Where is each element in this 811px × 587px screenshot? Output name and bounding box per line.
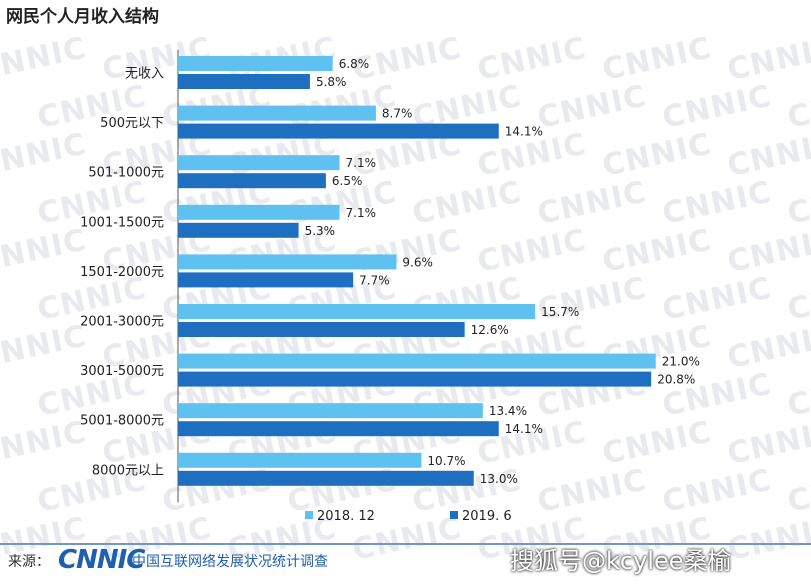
category-label-8: 8000元以上 xyxy=(92,463,164,478)
watermark-text-42: CNNIC xyxy=(0,319,90,376)
value-label-s0-4: 9.6% xyxy=(402,255,433,269)
footer-divider xyxy=(0,543,811,545)
value-label-s1-2: 6.5% xyxy=(332,174,363,188)
value-label-s1-0: 5.8% xyxy=(316,75,347,89)
watermark-text-48: CNNIC xyxy=(724,319,811,376)
category-label-2: 501-1000元 xyxy=(88,166,164,181)
watermark-text-67: CNNIC xyxy=(534,463,649,520)
watermark-text-34: CNNIC xyxy=(724,223,811,280)
legend-label-1: 2019. 6 xyxy=(462,509,512,524)
bar-s0-7 xyxy=(178,403,483,419)
value-label-s0-1: 8.7% xyxy=(382,107,413,121)
watermark-text-62: CNNIC xyxy=(724,415,811,472)
legend-swatch-0 xyxy=(305,511,313,519)
value-label-s1-4: 7.7% xyxy=(359,273,390,287)
watermark-text-33: CNNIC xyxy=(599,223,714,280)
bars-group: 无收入 6.8% 5.8% 500元以下 8.7% 14.1% 501-1000元 7.1% 6… xyxy=(80,56,700,486)
value-label-s0-6: 21.0% xyxy=(662,355,700,369)
category-label-4: 1501-2000元 xyxy=(80,265,164,280)
watermark-text-12: CNNIC xyxy=(659,79,774,136)
bar-s0-8 xyxy=(178,452,422,468)
watermark-text-55: CNNIC xyxy=(784,367,811,424)
watermark-text-27: CNNIC xyxy=(784,175,811,232)
watermark-text-31: CNNIC xyxy=(349,223,464,280)
watermark-text-56: CNNIC xyxy=(0,415,90,472)
value-label-s1-7: 14.1% xyxy=(505,422,543,436)
bar-s0-0 xyxy=(178,56,333,71)
watermark-text-61: CNNIC xyxy=(599,415,714,472)
watermark-text-26: CNNIC xyxy=(659,175,774,232)
category-label-1: 500元以下 xyxy=(100,116,164,131)
bar-s1-5 xyxy=(178,322,465,337)
watermark-text-0: CNNIC xyxy=(0,31,90,88)
bar-s0-3 xyxy=(178,204,340,220)
legend-label-0: 2018. 12 xyxy=(317,509,375,524)
value-label-s0-0: 6.8% xyxy=(339,57,370,71)
watermark-text-25: CNNIC xyxy=(534,175,649,232)
watermark-text-76: CNNIC xyxy=(724,511,811,568)
value-label-s1-8: 13.0% xyxy=(480,472,518,486)
value-label-s1-1: 14.1% xyxy=(505,125,543,139)
watermark-text-41: CNNIC xyxy=(784,271,811,328)
watermark-text-24: CNNIC xyxy=(409,175,524,232)
bar-s1-4 xyxy=(178,272,354,288)
value-label-s1-3: 5.3% xyxy=(305,224,336,238)
footer-overlay-watermark: 搜狐号@kcylee桑榆 xyxy=(510,547,732,575)
category-label-5: 2001-3000元 xyxy=(80,315,164,330)
chart-title: 网民个人月收入结构 xyxy=(6,7,159,27)
bar-s0-6 xyxy=(178,353,656,369)
bar-s1-3 xyxy=(178,222,299,238)
bar-s0-5 xyxy=(178,304,536,319)
watermark-text-4: CNNIC xyxy=(474,31,589,88)
watermark-text-28: CNNIC xyxy=(0,223,90,280)
watermark-text-40: CNNIC xyxy=(659,271,774,328)
bar-s1-2 xyxy=(178,173,326,189)
category-label-6: 3001-5000元 xyxy=(80,364,164,379)
bar-s0-2 xyxy=(178,155,340,171)
watermark-text-38: CNNIC xyxy=(409,271,524,328)
category-label-0: 无收入 xyxy=(125,67,164,82)
bar-s1-6 xyxy=(178,371,652,387)
legend: 2018. 12 2019. 6 xyxy=(305,509,512,524)
bar-s1-1 xyxy=(178,123,499,139)
bar-s0-4 xyxy=(178,254,397,270)
bar-s1-0 xyxy=(178,74,310,89)
footer-org-name: 中国互联网络发展状况统计调查 xyxy=(132,554,328,570)
bar-s1-8 xyxy=(178,470,474,486)
watermark-text-19: CNNIC xyxy=(599,127,714,184)
value-label-s0-7: 13.4% xyxy=(489,404,527,418)
footer-source-label: 来源： xyxy=(8,554,50,570)
bar-s0-1 xyxy=(178,105,376,121)
category-label-7: 5001-8000元 xyxy=(80,414,164,429)
value-label-s0-2: 7.1% xyxy=(346,156,377,170)
value-label-s0-5: 15.7% xyxy=(541,305,579,319)
legend-swatch-1 xyxy=(450,511,458,519)
watermark-text-68: CNNIC xyxy=(659,463,774,520)
watermark-text-13: CNNIC xyxy=(784,79,811,136)
watermark-text-39: CNNIC xyxy=(534,271,649,328)
watermark-text-11: CNNIC xyxy=(534,79,649,136)
watermark-text-14: CNNIC xyxy=(0,127,90,184)
value-label-s0-3: 7.1% xyxy=(346,206,377,220)
value-label-s0-8: 10.7% xyxy=(427,454,465,468)
bar-s1-7 xyxy=(178,421,499,437)
watermark-text-6: CNNIC xyxy=(724,31,811,88)
watermark-text-69: CNNIC xyxy=(784,463,811,520)
footer-logo: CNNIC xyxy=(58,545,145,575)
value-label-s1-6: 20.8% xyxy=(657,373,695,387)
category-label-3: 1001-1500元 xyxy=(80,215,164,230)
watermark-text-20: CNNIC xyxy=(724,127,811,184)
watermark-text-5: CNNIC xyxy=(599,31,714,88)
watermark-text-32: CNNIC xyxy=(474,223,589,280)
value-label-s1-5: 12.6% xyxy=(471,323,509,337)
